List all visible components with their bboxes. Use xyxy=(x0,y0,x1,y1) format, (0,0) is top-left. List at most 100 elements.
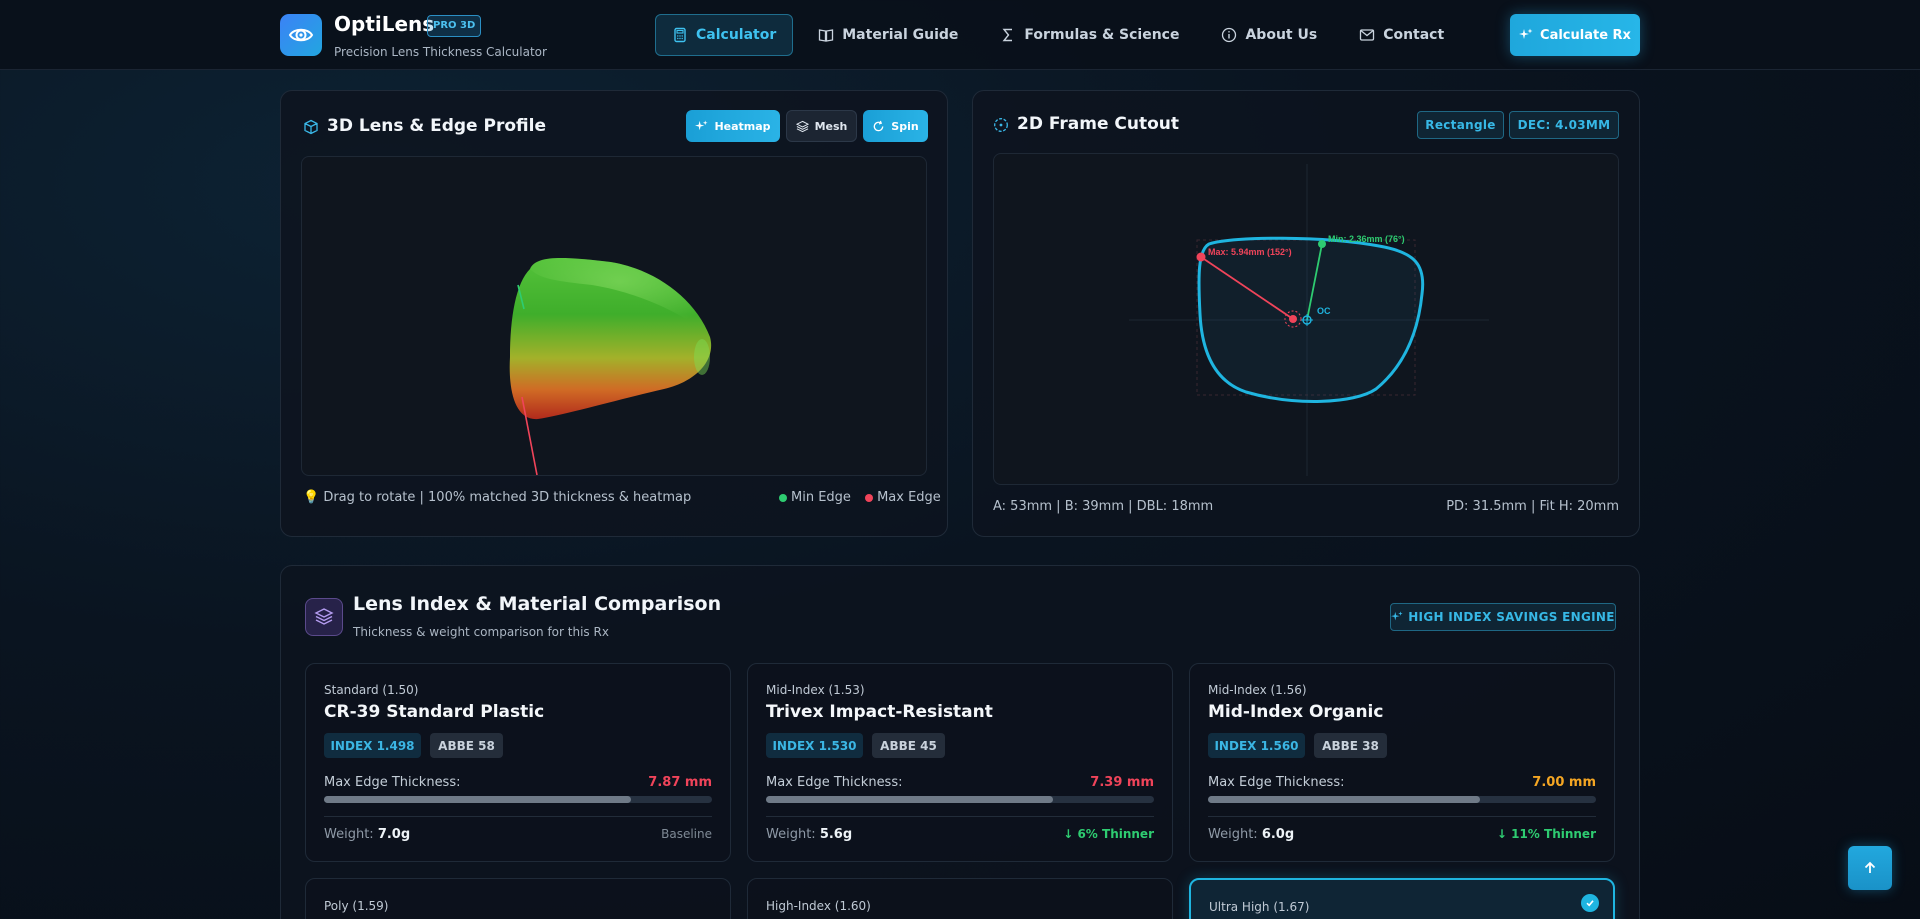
legend-min: Min Edge xyxy=(791,490,851,505)
nav-formulas[interactable]: Formulas & Science xyxy=(983,14,1196,56)
material-card-cr39[interactable]: Standard (1.50) CR-39 Standard Plastic I… xyxy=(305,663,731,862)
index-chip: INDEX 1.530 xyxy=(766,733,863,758)
material-card-trivex[interactable]: Mid-Index (1.53) Trivex Impact-Resistant… xyxy=(747,663,1173,862)
mesh-label: Mesh xyxy=(814,119,848,133)
calculator-icon xyxy=(674,27,686,43)
thickness-value: 7.39 mm xyxy=(1090,775,1154,790)
weight-value: 5.6g xyxy=(819,827,853,842)
logo[interactable] xyxy=(280,14,322,56)
nav-label: Material Guide xyxy=(842,27,959,43)
cta-label: Calculate Rx xyxy=(1540,27,1631,43)
engine-tag: HIGH INDEX SAVINGS ENGINE xyxy=(1390,603,1616,631)
comparison-title: Lens Index & Material Comparison xyxy=(353,593,722,615)
main-nav: Calculator Material Guide Formulas & Sci… xyxy=(655,14,1469,56)
thickness-label: Max Edge Thickness: xyxy=(324,775,461,790)
frame-shape-tag: Rectangle xyxy=(1417,111,1504,139)
rotate-hint: 💡 Drag to rotate | 100% matched 3D thick… xyxy=(303,490,691,505)
frame-cutout-drawing: Max: 5.94mm (152°) Min: 2.36mm (76°) OC xyxy=(1129,164,1489,476)
oc-label: OC xyxy=(1317,306,1331,316)
max-edge-label: Max: 5.94mm (152°) xyxy=(1208,247,1292,257)
weight-value: 6.0g xyxy=(1261,827,1295,842)
book-icon xyxy=(819,29,834,42)
thickness-bar-fill xyxy=(1208,796,1480,803)
legend-max: Max Edge xyxy=(877,490,941,505)
abbe-chip: ABBE 38 xyxy=(1314,733,1387,758)
thickness-bar xyxy=(766,796,1154,803)
card-name: Trivex Impact-Resistant xyxy=(766,702,993,722)
material-card-mid-index[interactable]: Mid-Index (1.56) Mid-Index Organic INDEX… xyxy=(1189,663,1615,862)
heatmap-label: Heatmap xyxy=(714,119,771,133)
spin-button[interactable]: Spin xyxy=(863,110,928,142)
eye-icon xyxy=(288,28,314,42)
card-weight: Weight: 7.0g xyxy=(324,827,410,842)
weight-label: Weight: xyxy=(766,827,816,842)
frame-2d-panel: 2D Frame Cutout Rectangle DEC: 4.03MM Ma… xyxy=(972,90,1640,537)
card-category: Mid-Index (1.56) xyxy=(1208,683,1307,697)
heatmap-button[interactable]: Heatmap xyxy=(686,110,780,142)
rotate-icon xyxy=(874,120,884,131)
target-icon xyxy=(994,118,1008,132)
lens-3d-model xyxy=(509,258,712,475)
pd-fit-height: PD: 31.5mm | Fit H: 20mm xyxy=(1446,499,1619,514)
nav-label: About Us xyxy=(1245,27,1318,43)
material-card-poly[interactable]: Poly (1.59) xyxy=(305,878,731,919)
arrow-up-icon xyxy=(1864,861,1876,873)
brand-subtitle: Precision Lens Thickness Calculator xyxy=(334,45,547,59)
frame-2d-viewport[interactable]: Max: 5.94mm (152°) Min: 2.36mm (76°) OC xyxy=(993,153,1619,485)
edge-legend: Min Edge Max Edge xyxy=(779,490,941,505)
thickness-value: 7.87 mm xyxy=(648,775,712,790)
lens-3d-panel: 3D Lens & Edge Profile Heatmap Mesh Spin xyxy=(280,90,948,537)
sparkle-icon xyxy=(1519,28,1533,39)
thickness-label: Max Edge Thickness: xyxy=(1208,775,1345,790)
lens-3d-viewport[interactable] xyxy=(301,156,927,476)
card-category: High-Index (1.60) xyxy=(766,899,871,913)
thickness-bar xyxy=(1208,796,1596,803)
card-divider xyxy=(766,816,1154,817)
rotate-hint-text: Drag to rotate | 100% matched 3D thickne… xyxy=(323,490,692,505)
weight-label: Weight: xyxy=(1208,827,1258,842)
card-divider xyxy=(324,816,712,817)
sigma-icon xyxy=(1002,28,1013,42)
sparkle-icon xyxy=(1391,611,1403,621)
layers-icon xyxy=(795,120,809,132)
material-card-ultra-high[interactable]: Ultra High (1.67) xyxy=(1189,878,1615,919)
thickness-bar-fill xyxy=(324,796,631,803)
frame-dimensions: A: 53mm | B: 39mm | DBL: 18mm xyxy=(993,499,1214,514)
thickness-value: 7.00 mm xyxy=(1532,775,1596,790)
spin-label: Spin xyxy=(891,119,919,133)
nav-label: Contact xyxy=(1383,27,1445,43)
min-edge-dot xyxy=(779,493,787,502)
mesh-button[interactable]: Mesh xyxy=(786,110,857,142)
nav-material-guide[interactable]: Material Guide xyxy=(801,14,975,56)
nav-label: Calculator xyxy=(696,27,777,43)
selected-check-icon xyxy=(1581,894,1599,912)
abbe-chip: ABBE 58 xyxy=(430,733,503,758)
lightbulb-icon: 💡 xyxy=(303,490,320,505)
nav-label: Formulas & Science xyxy=(1024,27,1180,43)
sparkle-icon xyxy=(695,119,708,130)
weight-value: 7.0g xyxy=(377,827,411,842)
weight-label: Weight: xyxy=(324,827,374,842)
comparison-subtitle: Thickness & weight comparison for this R… xyxy=(353,625,609,639)
min-edge-label: Min: 2.36mm (76°) xyxy=(1328,234,1405,244)
thinner-delta: Baseline xyxy=(661,827,712,841)
index-chip: INDEX 1.560 xyxy=(1208,733,1305,758)
nav-contact[interactable]: Contact xyxy=(1342,14,1461,56)
decentration-tag: DEC: 4.03MM xyxy=(1509,111,1619,139)
card-name: Mid-Index Organic xyxy=(1208,702,1384,722)
card-name: CR-39 Standard Plastic xyxy=(324,702,545,722)
scroll-to-top-button[interactable] xyxy=(1848,846,1892,890)
thickness-bar xyxy=(324,796,712,803)
nav-calculator[interactable]: Calculator xyxy=(655,14,794,56)
index-chip: INDEX 1.498 xyxy=(324,733,421,758)
nav-about[interactable]: About Us xyxy=(1204,14,1334,56)
thickness-label: Max Edge Thickness: xyxy=(766,775,903,790)
material-card-high-index[interactable]: High-Index (1.60) xyxy=(747,878,1173,919)
card-category: Poly (1.59) xyxy=(324,899,389,913)
thickness-bar-fill xyxy=(766,796,1054,803)
card-category: Standard (1.50) xyxy=(324,683,419,697)
lens-3d-title: 3D Lens & Edge Profile xyxy=(327,116,546,136)
calculate-rx-button[interactable]: Calculate Rx xyxy=(1510,14,1640,56)
cube-icon xyxy=(304,119,318,135)
card-divider xyxy=(1208,816,1596,817)
